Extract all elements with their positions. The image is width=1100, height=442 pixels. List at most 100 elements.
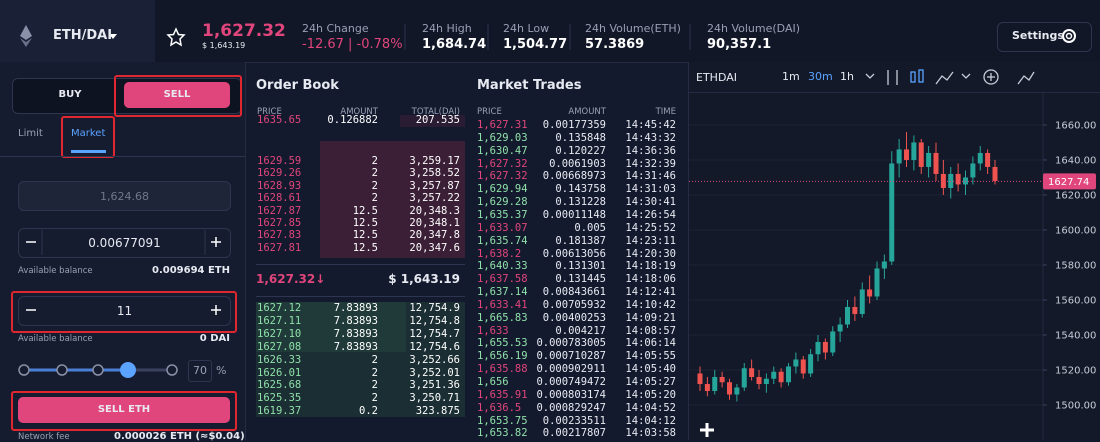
- sell-button[interactable]: [18, 397, 230, 423]
- trade-time: 14:04:12: [625, 414, 676, 427]
- bid-cell: 7.83893: [333, 302, 378, 314]
- candle-body: [985, 152, 991, 167]
- candle-body: [763, 378, 769, 384]
- sell-tab-label[interactable]: SELL: [163, 89, 191, 100]
- settings-button[interactable]: [997, 22, 1092, 52]
- trade-amount: 0.00613056: [542, 247, 606, 260]
- amount-input[interactable]: [18, 228, 231, 258]
- stat-label: 24h Volume(ETH): [585, 22, 681, 35]
- ask-cell: 2: [371, 155, 378, 167]
- eth-icon: [20, 25, 32, 40]
- favorite-star[interactable]: [166, 27, 186, 47]
- ask-cell: 1627.81: [257, 241, 302, 254]
- candle-body: [992, 166, 998, 181]
- dropdown-arrow[interactable]: [109, 34, 117, 39]
- bid-cell: 1627.11: [257, 314, 302, 327]
- trades-title: Market Trades: [477, 78, 582, 93]
- candle-body: [837, 324, 843, 332]
- trade-time: 14:18:06: [625, 273, 676, 286]
- trade-price: 1,627.32: [477, 170, 528, 183]
- bid-cell: 12,754.8: [409, 314, 460, 327]
- bid-cell: 323.875: [415, 405, 460, 418]
- candle-body: [697, 373, 703, 384]
- trade-price: 1,640.33: [477, 260, 528, 273]
- highlight-box: [61, 116, 115, 158]
- settings-icon[interactable]: [1062, 29, 1076, 43]
- trade-time: 14:05:20: [625, 388, 676, 401]
- candle-body: [793, 359, 799, 367]
- candle-body: [904, 149, 909, 160]
- last-price-usd: $ 1,643.19: [202, 41, 246, 50]
- separator: [688, 92, 1100, 93]
- trade-price: 1,633.41: [477, 298, 528, 311]
- settings-label: Settings: [1012, 29, 1064, 42]
- trade-amount: 0.120227: [555, 144, 606, 157]
- ask-cell: 12.5: [352, 217, 378, 229]
- interval-button[interactable]: 1h: [840, 70, 854, 83]
- trade-amount: 0.00011148: [542, 208, 606, 221]
- ask-cell: 3,257.87: [409, 179, 460, 192]
- interval-button[interactable]: 30m: [808, 70, 833, 83]
- column-header: TOTAL(DAI): [411, 107, 460, 117]
- candle-body: [852, 306, 858, 314]
- trade-amount: 0.000783005: [536, 337, 606, 350]
- stat-value: 90,357.1: [707, 37, 772, 52]
- ask-cell: 1627.87: [257, 204, 302, 217]
- trade-time: 14:26:54: [625, 208, 676, 221]
- ask-cell: 1628.93: [257, 179, 302, 192]
- trade-price: 1,665.83: [477, 311, 528, 324]
- slider-thumb[interactable]: [120, 362, 136, 378]
- interval-button[interactable]: 1m: [782, 70, 800, 83]
- candle-body: [734, 387, 740, 395]
- limit-tab[interactable]: Limit: [18, 128, 43, 139]
- percent-value: 70: [193, 364, 207, 377]
- trade-amount: 0.00217807: [542, 427, 606, 440]
- trade-amount: 0.005: [574, 221, 606, 234]
- trade-price: 1,629.03: [477, 131, 528, 144]
- trade-price: 1,637.14: [477, 286, 528, 299]
- trade-price: 1,629.28: [477, 196, 528, 209]
- price-input[interactable]: [18, 181, 231, 211]
- tradingview-logo: [700, 423, 714, 437]
- ask-cell: 1629.26: [257, 167, 302, 180]
- ask-cell: 1629.59: [257, 155, 302, 167]
- trade-amount: 0.000710287: [536, 350, 606, 363]
- ask-cell: 12.5: [352, 204, 378, 217]
- price-placeholder: 1,624.68: [100, 190, 149, 203]
- candle-body: [926, 152, 932, 167]
- bid-cell: 12,754.7: [409, 327, 460, 340]
- stepper-icons[interactable]: [26, 237, 221, 315]
- candle-body: [889, 163, 895, 262]
- trade-price: 1,656: [477, 376, 509, 388]
- percent-input[interactable]: [188, 360, 212, 382]
- bid-cell: 3,252.01: [409, 366, 460, 379]
- ask-cell: 1635.65: [257, 114, 302, 126]
- candle-body: [808, 354, 814, 374]
- column-header: PRICE: [477, 107, 502, 117]
- ask-cell: 12.5: [352, 241, 378, 254]
- bid-cell: 2: [371, 379, 378, 392]
- bid-cell: 3,250.71: [409, 392, 460, 405]
- slider-stops[interactable]: [18, 364, 178, 376]
- total-input[interactable]: [18, 296, 231, 326]
- ask-depth: [400, 115, 465, 127]
- percent-unit: %: [216, 364, 227, 377]
- trade-time: 14:05:27: [625, 376, 676, 388]
- market-tab[interactable]: Market: [71, 128, 106, 139]
- trade-price: 1,635.91: [477, 388, 528, 401]
- candle-body: [741, 368, 747, 388]
- trade-price: 1,656.19: [477, 350, 528, 363]
- buy-tab-label[interactable]: BUY: [58, 89, 82, 100]
- stat-label: 24h Change: [302, 22, 369, 35]
- candle-body: [970, 163, 976, 178]
- candle-body: [822, 341, 828, 353]
- sell-button-label[interactable]: SELL ETH: [97, 404, 151, 415]
- sell-tab[interactable]: [124, 82, 230, 108]
- trade-amount: 0.131301: [555, 260, 606, 273]
- toolbar-icons[interactable]: [865, 69, 1035, 85]
- ask-cell: 2: [371, 167, 378, 180]
- bid-cell: 1619.37: [257, 405, 302, 418]
- bid-cell: 2: [371, 353, 378, 366]
- trade-amount: 0.000902911: [536, 363, 606, 376]
